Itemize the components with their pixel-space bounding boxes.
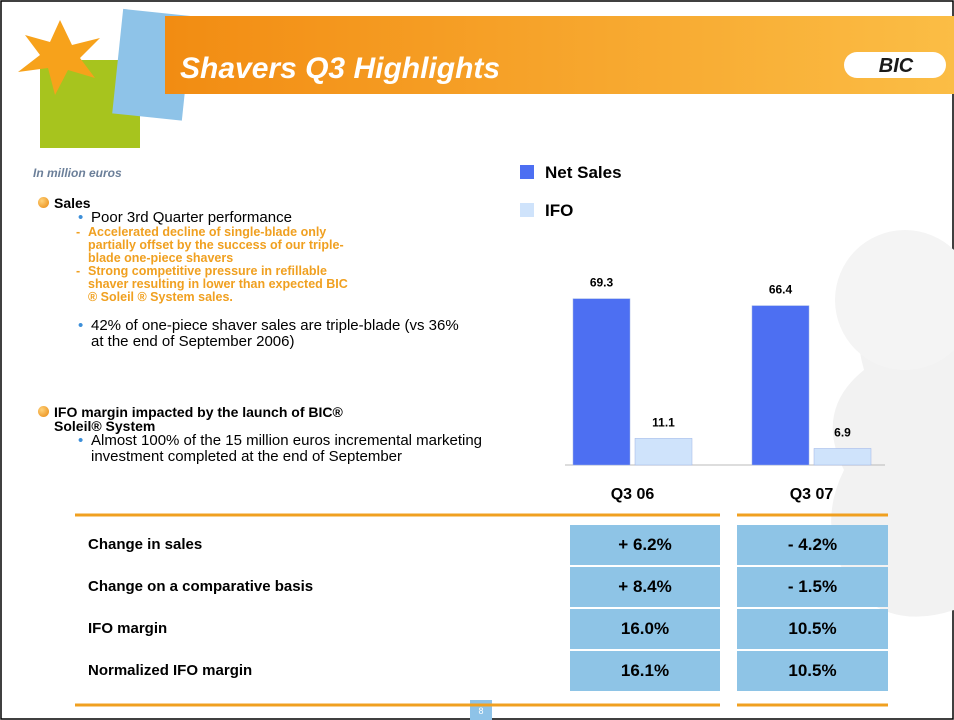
legend-label: Net Sales: [545, 163, 622, 182]
bullet: 42% of one-piece shaver sales are triple…: [78, 318, 471, 350]
row-label: Normalized IFO margin: [88, 662, 253, 679]
value-label: 6.9: [834, 425, 851, 439]
section-heading: Sales: [38, 196, 508, 210]
bullet: Poor 3rd Quarter performance: [78, 210, 521, 227]
bar: [572, 298, 631, 466]
bar: [813, 448, 872, 466]
cell: 10.5%: [737, 609, 888, 649]
page-number: 8: [478, 706, 483, 716]
cell: 16.1%: [570, 651, 720, 691]
section: SalesPoor 3rd Quarter performanceAcceler…: [38, 196, 508, 350]
bar: [751, 305, 810, 466]
cell: - 1.5%: [737, 567, 888, 607]
sub-bullet: Accelerated decline of single-blade only…: [76, 226, 348, 265]
legend-label: IFO: [545, 201, 573, 220]
value-label: 11.1: [652, 415, 675, 429]
cell: 10.5%: [737, 651, 888, 691]
title: Shavers Q3 Highlights: [180, 52, 500, 85]
value-label: 69.3: [590, 276, 614, 290]
category-label: Q3 06: [611, 486, 655, 503]
bullet: Almost 100% of the 15 million euros incr…: [78, 433, 521, 465]
category-label: Q3 07: [790, 486, 834, 503]
cell: - 4.2%: [737, 525, 888, 565]
row-label: IFO margin: [88, 620, 168, 637]
value-label: 66.4: [769, 283, 793, 297]
row-label: Change in sales: [88, 536, 203, 553]
row-label: Change on a comparative basis: [88, 578, 314, 595]
cell: + 6.2%: [570, 525, 720, 565]
logo: BIC: [879, 55, 914, 77]
cell: 16.0%: [570, 609, 720, 649]
section-heading: IFO margin impacted by the launch of BIC…: [38, 405, 354, 433]
sub-bullet: Strong competitive pressure in refillabl…: [76, 265, 348, 304]
legend-swatch: [520, 165, 534, 179]
cell: + 8.4%: [570, 567, 720, 607]
section: IFO margin impacted by the launch of BIC…: [38, 405, 508, 465]
legend-swatch: [520, 203, 534, 217]
bar: [634, 438, 693, 466]
units-note: In million euros: [33, 166, 122, 180]
